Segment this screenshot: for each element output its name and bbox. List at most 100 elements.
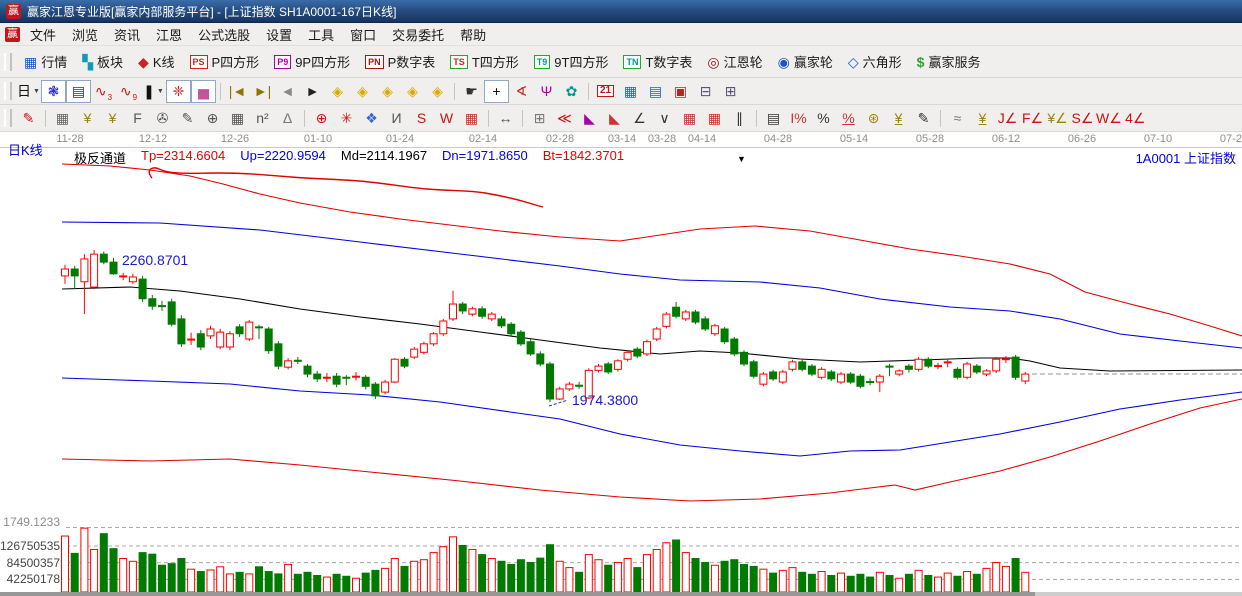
quotes-button[interactable]: ▦ 行情: [17, 49, 74, 74]
angle-rays-button[interactable]: ∠: [627, 107, 652, 130]
menu-item-江恩[interactable]: 江恩: [156, 27, 183, 43]
9p-square-button[interactable]: P9 9P四方形: [267, 49, 357, 74]
gann-wheel-draw-button[interactable]: ✳: [334, 107, 359, 130]
event-marker-icon[interactable]: ▼: [737, 154, 746, 164]
gann-t-tool-button[interactable]: Ψ: [534, 80, 559, 103]
wave-tool-button[interactable]: ≈: [945, 107, 970, 130]
toolbar-grip[interactable]: [4, 52, 12, 71]
v-lines-button[interactable]: ∨: [652, 107, 677, 130]
hexagon-button[interactable]: ◇ 六角形: [841, 49, 909, 74]
save-image-button[interactable]: ▣: [668, 80, 693, 103]
win-angle-button[interactable]: W∠: [1095, 107, 1123, 130]
gann-circle-button[interactable]: ⊕: [200, 107, 225, 130]
mirror-angle-button[interactable]: Δ: [275, 107, 300, 130]
toolbar-grip[interactable]: [4, 82, 12, 100]
calculator-button[interactable]: ▦: [618, 80, 643, 103]
t-table-button[interactable]: TN T数字表: [616, 49, 699, 74]
crosshair-tool-button[interactable]: +: [484, 79, 509, 103]
pattern-search-button[interactable]: ✿: [559, 80, 584, 103]
wave-3-button[interactable]: ∿ 3: [91, 80, 116, 103]
levels-button[interactable]: ▤: [761, 107, 786, 130]
percent-button[interactable]: %: [811, 107, 836, 130]
n-mark-button[interactable]: И: [384, 107, 409, 130]
square-wheel-draw-button[interactable]: ❖: [359, 107, 384, 130]
grid-a-button[interactable]: ▦: [677, 107, 702, 130]
horizontal-scrollbar[interactable]: [0, 592, 1242, 596]
p-table-button[interactable]: PN P数字表: [358, 49, 442, 74]
spiral-button[interactable]: ✇: [150, 107, 175, 130]
time-grid-button[interactable]: ▦: [225, 107, 250, 130]
circle-cross-button[interactable]: ⊕: [309, 107, 334, 130]
shift-right-button[interactable]: ◈: [350, 80, 375, 103]
calendar-button[interactable]: 21: [593, 80, 618, 103]
remote-assist-button[interactable]: ⊞: [718, 80, 743, 103]
menu-item-资讯[interactable]: 资讯: [114, 27, 141, 43]
p-square-button[interactable]: PS P四方形: [183, 49, 267, 74]
step-back-button[interactable]: ◄: [275, 80, 300, 103]
scrollbar-thumb[interactable]: [0, 592, 1035, 596]
compress-x-button[interactable]: ◈: [400, 80, 425, 103]
kline-button[interactable]: ◆ K线: [131, 49, 181, 74]
period-selector-button[interactable]: 日 ▼: [16, 80, 41, 103]
pattern-tool-button[interactable]: ❈: [166, 79, 191, 103]
shen-grid-button[interactable]: S: [409, 107, 434, 130]
rect-measure-button[interactable]: ⊞: [527, 107, 552, 130]
fan-box-b-button[interactable]: ◣: [602, 107, 627, 130]
chart-type-button[interactable]: ❃: [41, 79, 66, 103]
fib-grid-button[interactable]: F: [125, 107, 150, 130]
data-transfer-button[interactable]: ⊟: [693, 80, 718, 103]
pane-label[interactable]: 日K线: [8, 143, 43, 158]
chart-canvas[interactable]: 2260.8701 1974.3800 ▼: [0, 132, 1242, 596]
h-measure-button[interactable]: ↔: [493, 107, 518, 130]
gold-circle-button[interactable]: ⊛: [861, 107, 886, 130]
menu-item-浏览[interactable]: 浏览: [72, 27, 99, 43]
volume-profile-button[interactable]: ▅: [191, 79, 216, 103]
9t-square-button[interactable]: T9 9T四方形: [527, 49, 616, 74]
menu-item-交易委托[interactable]: 交易委托: [392, 27, 445, 43]
gold-angle-button[interactable]: ¥∠: [1045, 107, 1070, 130]
win-grid-button[interactable]: W: [434, 107, 459, 130]
parallels-button[interactable]: ∥: [727, 107, 752, 130]
gann-grid-button[interactable]: ▦: [50, 107, 75, 130]
grid-b-button[interactable]: ▦: [702, 107, 727, 130]
expand-x-button[interactable]: ◈: [425, 80, 450, 103]
shift-left-button[interactable]: ◈: [325, 80, 350, 103]
candle-style-button[interactable]: ❚ ▼: [141, 80, 166, 103]
pen-grid-button[interactable]: ✎: [175, 107, 200, 130]
notes-button[interactable]: ▤: [643, 80, 668, 103]
gold-grid-b-button[interactable]: ¥: [100, 107, 125, 130]
step-forward-button[interactable]: ►: [300, 80, 325, 103]
menu-item-文件[interactable]: 文件: [30, 27, 57, 43]
menu-item-窗口[interactable]: 窗口: [350, 27, 377, 43]
zoom-x-button[interactable]: ◈: [375, 80, 400, 103]
sectors-button[interactable]: ▚ 板块: [75, 49, 130, 74]
percent-low-button[interactable]: %: [836, 107, 861, 130]
gann-fan-button[interactable]: ≪: [552, 107, 577, 130]
n-square-button[interactable]: n²: [250, 107, 275, 130]
brush-button[interactable]: ✎: [911, 107, 936, 130]
percent-line-button[interactable]: I%: [786, 107, 811, 130]
t-square-button[interactable]: TS T四方形: [443, 49, 525, 74]
goto-last-button[interactable]: ►|: [250, 80, 275, 103]
gold-grid-a-button[interactable]: ¥: [75, 107, 100, 130]
toolbar-grip[interactable]: [4, 109, 12, 127]
winner-wheel-button[interactable]: ◉ 赢家轮: [771, 49, 840, 74]
hand-tool-button[interactable]: ☛: [459, 80, 484, 103]
menu-item-设置[interactable]: 设置: [266, 27, 293, 43]
symbol-label[interactable]: 1A0001 上证指数: [1135, 151, 1236, 166]
menu-item-工具[interactable]: 工具: [308, 27, 335, 43]
winner-service-button[interactable]: $ 赢家服务: [910, 49, 988, 74]
f-angle-button[interactable]: F∠: [1020, 107, 1045, 130]
gann-wheel-button[interactable]: ◎ 江恩轮: [700, 49, 769, 74]
wave-9-button[interactable]: ∿ 9: [116, 80, 141, 103]
j-angle-button[interactable]: J∠: [995, 107, 1020, 130]
goto-first-button[interactable]: |◄: [225, 80, 250, 103]
gold-angle-base-button[interactable]: ¥: [970, 107, 995, 130]
gold-line-button[interactable]: ¥: [886, 107, 911, 130]
info-view-button[interactable]: ▤: [66, 79, 91, 103]
fan-box-a-button[interactable]: ◣: [577, 107, 602, 130]
shen-angle-button[interactable]: S∠: [1070, 107, 1095, 130]
menu-item-公式选股[interactable]: 公式选股: [198, 27, 251, 43]
menu-item-帮助[interactable]: 帮助: [460, 27, 487, 43]
four-angle-button[interactable]: 4∠: [1123, 107, 1148, 130]
